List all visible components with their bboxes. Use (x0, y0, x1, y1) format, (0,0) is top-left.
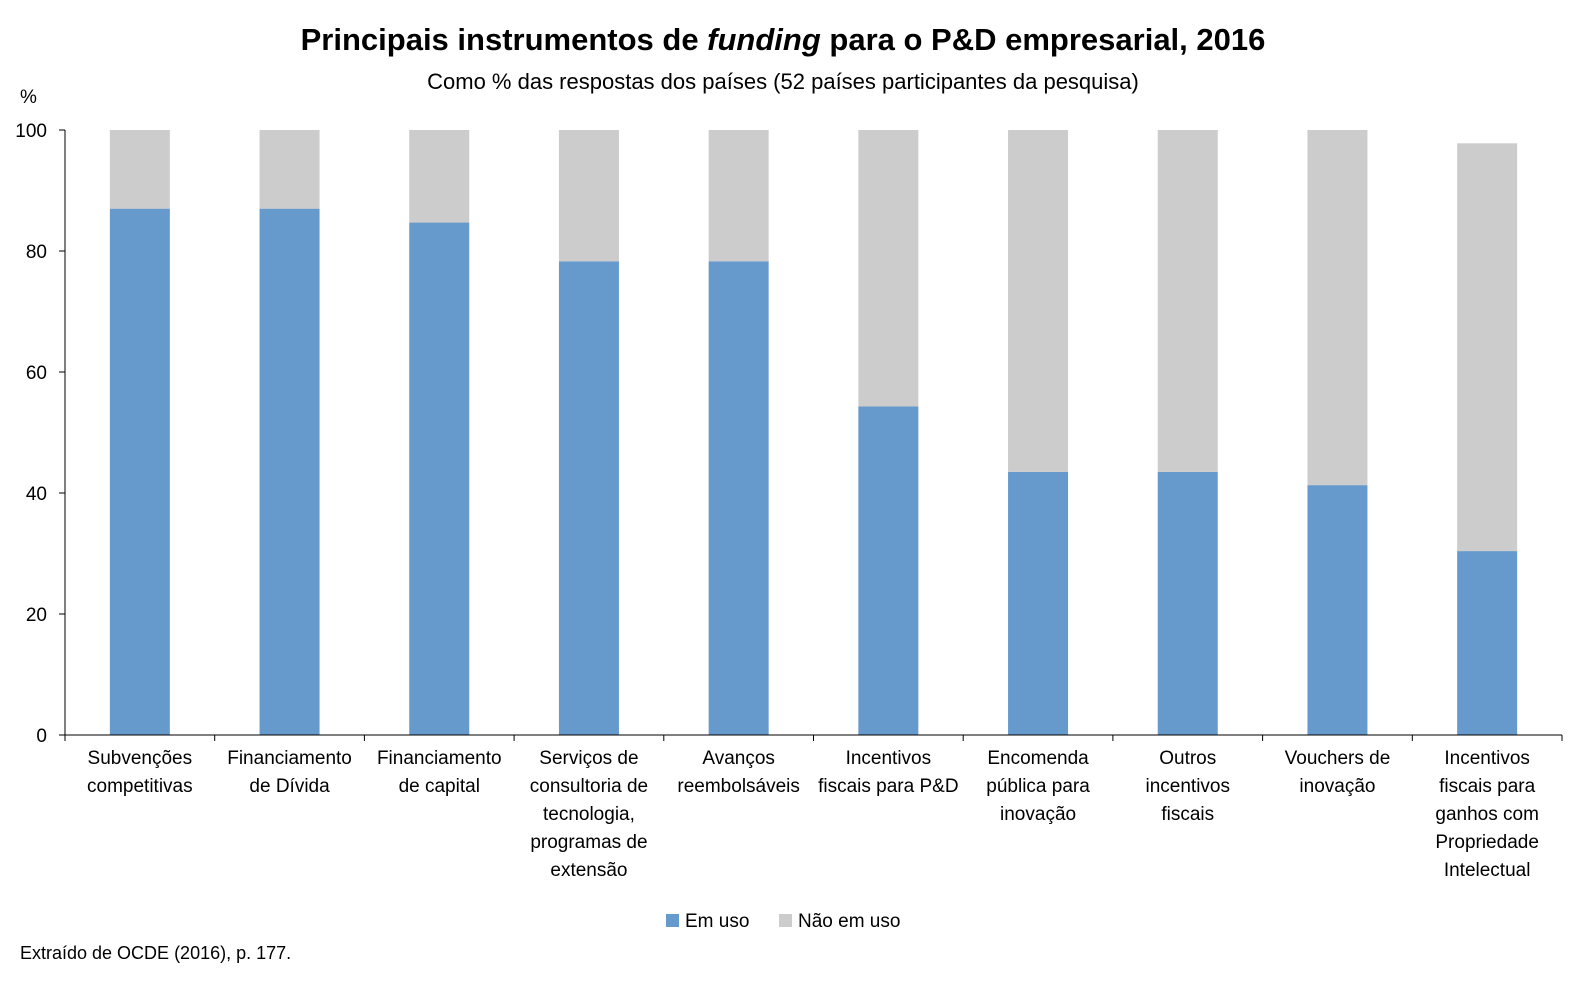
y-tick-label: 0 (36, 726, 47, 747)
y-tick-label: 80 (26, 242, 47, 263)
bar-em-uso-10 (1457, 551, 1518, 735)
plot-area: 0 20 40 60 80 100 Subvenções competitivas Financ… (15, 121, 1563, 881)
bar-em-uso-5 (708, 261, 769, 735)
bar-em-uso-1 (109, 208, 170, 735)
bar-em-uso-8 (1157, 471, 1218, 735)
bar-nao-em-uso-5 (708, 130, 769, 262)
y-tick-label: 20 (26, 605, 47, 626)
category-label-10: Incentivos fiscais para ganhos com Propried… (1435, 748, 1539, 881)
legend-label-nao-em-uso: Não em uso (798, 911, 900, 932)
legend: Em uso Não em uso (666, 911, 900, 932)
bar-nao-em-uso-8 (1157, 130, 1218, 472)
bar-em-uso-6 (858, 406, 919, 735)
category-label-7: Encomenda pública para inovação (986, 748, 1090, 825)
legend-swatch-nao-em-uso (779, 914, 792, 927)
category-label-9: Vouchers de inovação (1285, 748, 1391, 797)
category-label-8: Outros incentivos fiscais (1146, 748, 1231, 825)
bar-nao-em-uso-1 (109, 130, 170, 209)
bar-nao-em-uso-4 (558, 130, 619, 262)
category-label-5: Avanços reembolsáveis (677, 748, 800, 797)
y-tick-label: 40 (26, 484, 47, 505)
y-tick-label: 100 (15, 121, 47, 142)
category-label-4: Serviços de consultoria de tecnologia, prog… (530, 748, 648, 881)
bar-nao-em-uso-7 (1008, 130, 1069, 472)
y-tick-label: 60 (26, 363, 47, 384)
bar-em-uso-9 (1307, 485, 1368, 735)
y-axis-label: % (20, 87, 37, 108)
bar-em-uso-7 (1008, 471, 1069, 735)
bar-em-uso-2 (259, 208, 320, 735)
bar-nao-em-uso-9 (1307, 130, 1368, 486)
category-label-2: Financiamento de Dívida (227, 748, 352, 797)
category-label-6: Incentivos fiscais para P&D (818, 748, 958, 797)
bar-nao-em-uso-3 (409, 130, 470, 223)
category-label-3: Financiamento de capital (377, 748, 502, 797)
bar-nao-em-uso-6 (858, 130, 919, 407)
legend-label-em-uso: Em uso (685, 911, 749, 932)
category-label-1: Subvenções competitivas (87, 748, 193, 797)
source-note: Extraído de OCDE (2016), p. 177. (20, 943, 291, 963)
legend-swatch-em-uso (666, 914, 679, 927)
bar-em-uso-3 (409, 222, 470, 735)
bar-em-uso-4 (558, 261, 619, 735)
chart-title: Principais instrumentos de funding para … (301, 22, 1266, 57)
bar-nao-em-uso-10 (1457, 143, 1518, 552)
bar-nao-em-uso-2 (259, 130, 320, 209)
chart-subtitle: Como % das respostas dos países (52 país… (427, 69, 1139, 94)
